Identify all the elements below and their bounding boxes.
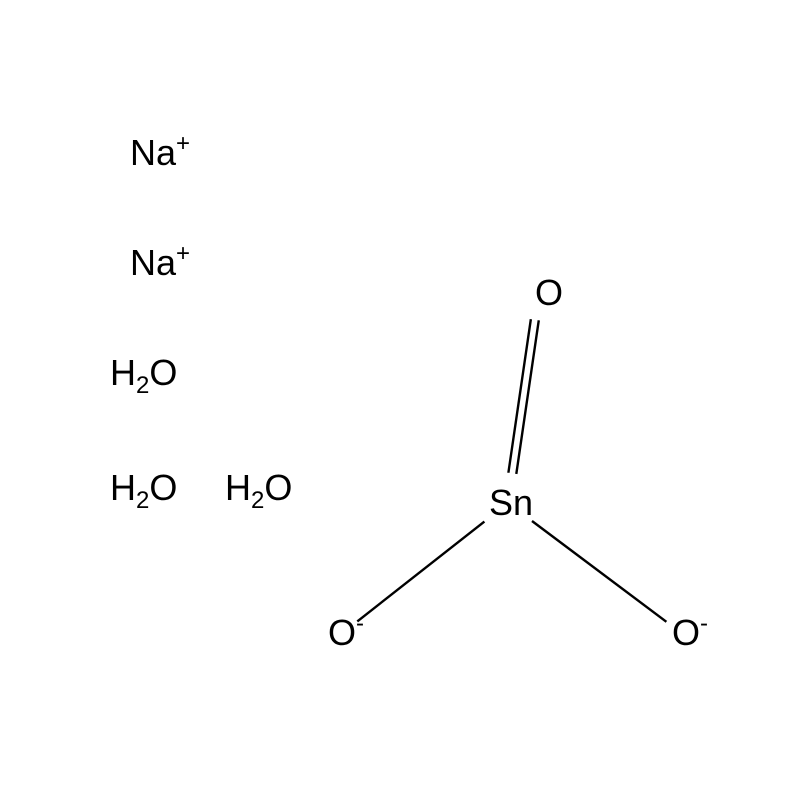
atom-h2o2: H2O: [110, 467, 177, 514]
atom-na1: Na+: [130, 130, 190, 173]
single-bond: [532, 521, 666, 622]
molecule-canvas: Na+ Na+ H2O H2O H2O O Sn O- O-: [0, 0, 800, 800]
atom-h2o3: H2O: [225, 467, 292, 514]
single-bond: [357, 522, 484, 622]
atom-na2: Na+: [130, 240, 190, 283]
atom-sn: Sn: [489, 482, 533, 523]
atom-o_right: O-: [672, 610, 708, 653]
atom-o_top: O: [535, 272, 563, 313]
atom-o_left: O-: [328, 610, 364, 653]
atom-h2o1: H2O: [110, 352, 177, 399]
